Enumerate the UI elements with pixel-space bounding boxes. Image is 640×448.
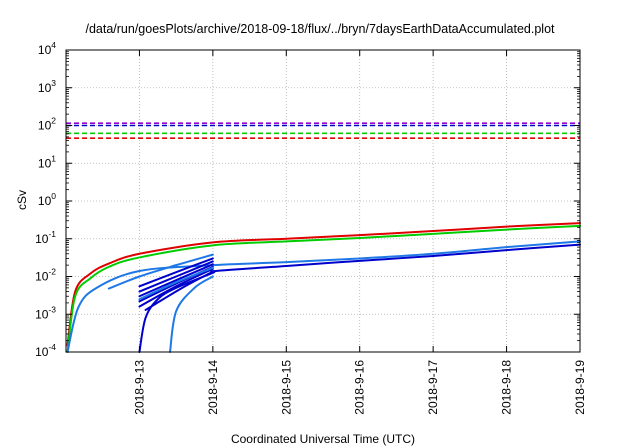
y-tick-label: 10-1 xyxy=(35,229,56,246)
plot-frame xyxy=(65,49,581,353)
y-tick-label: 10-4 xyxy=(35,342,56,359)
x-tick-label: 2018-9-16 xyxy=(353,360,367,415)
grid xyxy=(66,50,580,352)
series-line xyxy=(138,266,214,301)
y-tick-label: 103 xyxy=(38,78,56,95)
x-tick-label: 2018-9-13 xyxy=(132,360,146,415)
y-tick-label: 101 xyxy=(38,153,56,170)
series-line xyxy=(66,222,581,347)
y-tick-label: 100 xyxy=(38,191,56,208)
series-line xyxy=(138,257,214,288)
series-line xyxy=(107,253,214,290)
series-line xyxy=(138,263,214,298)
series-lines xyxy=(66,222,581,353)
x-tick-label: 2018-9-15 xyxy=(279,360,293,415)
x-axis-label: Coordinated Universal Time (UTC) xyxy=(231,432,415,446)
y-tick-label: 10-2 xyxy=(35,267,56,284)
y-ticks: 10-4 10-3 10-2 10-1 100 101 102 103 104 xyxy=(35,40,580,359)
x-tick-label: 2018-9-18 xyxy=(500,360,514,415)
series-line xyxy=(66,240,581,353)
series-line xyxy=(138,243,581,353)
threshold-lines xyxy=(66,122,580,140)
x-tick-label: 2018-9-14 xyxy=(206,360,220,415)
series-line xyxy=(138,267,214,308)
y-axis-label: cSv xyxy=(15,190,29,210)
series-line xyxy=(144,270,214,311)
x-ticks: 2018-9-13 2018-9-14 2018-9-15 2018-9-16 2018… xyxy=(132,50,587,415)
x-tick-label: 2018-9-17 xyxy=(426,360,440,415)
chart-title: /data/run/goesPlots/archive/2018-09-18/f… xyxy=(85,22,555,36)
y-tick-label: 104 xyxy=(38,40,56,57)
series-line xyxy=(169,275,214,353)
x-tick-label: 2018-9-19 xyxy=(573,360,587,415)
series-line xyxy=(66,224,581,353)
y-tick-label: 10-3 xyxy=(35,304,56,321)
y-tick-label: 102 xyxy=(38,116,56,133)
series-line xyxy=(138,260,214,293)
